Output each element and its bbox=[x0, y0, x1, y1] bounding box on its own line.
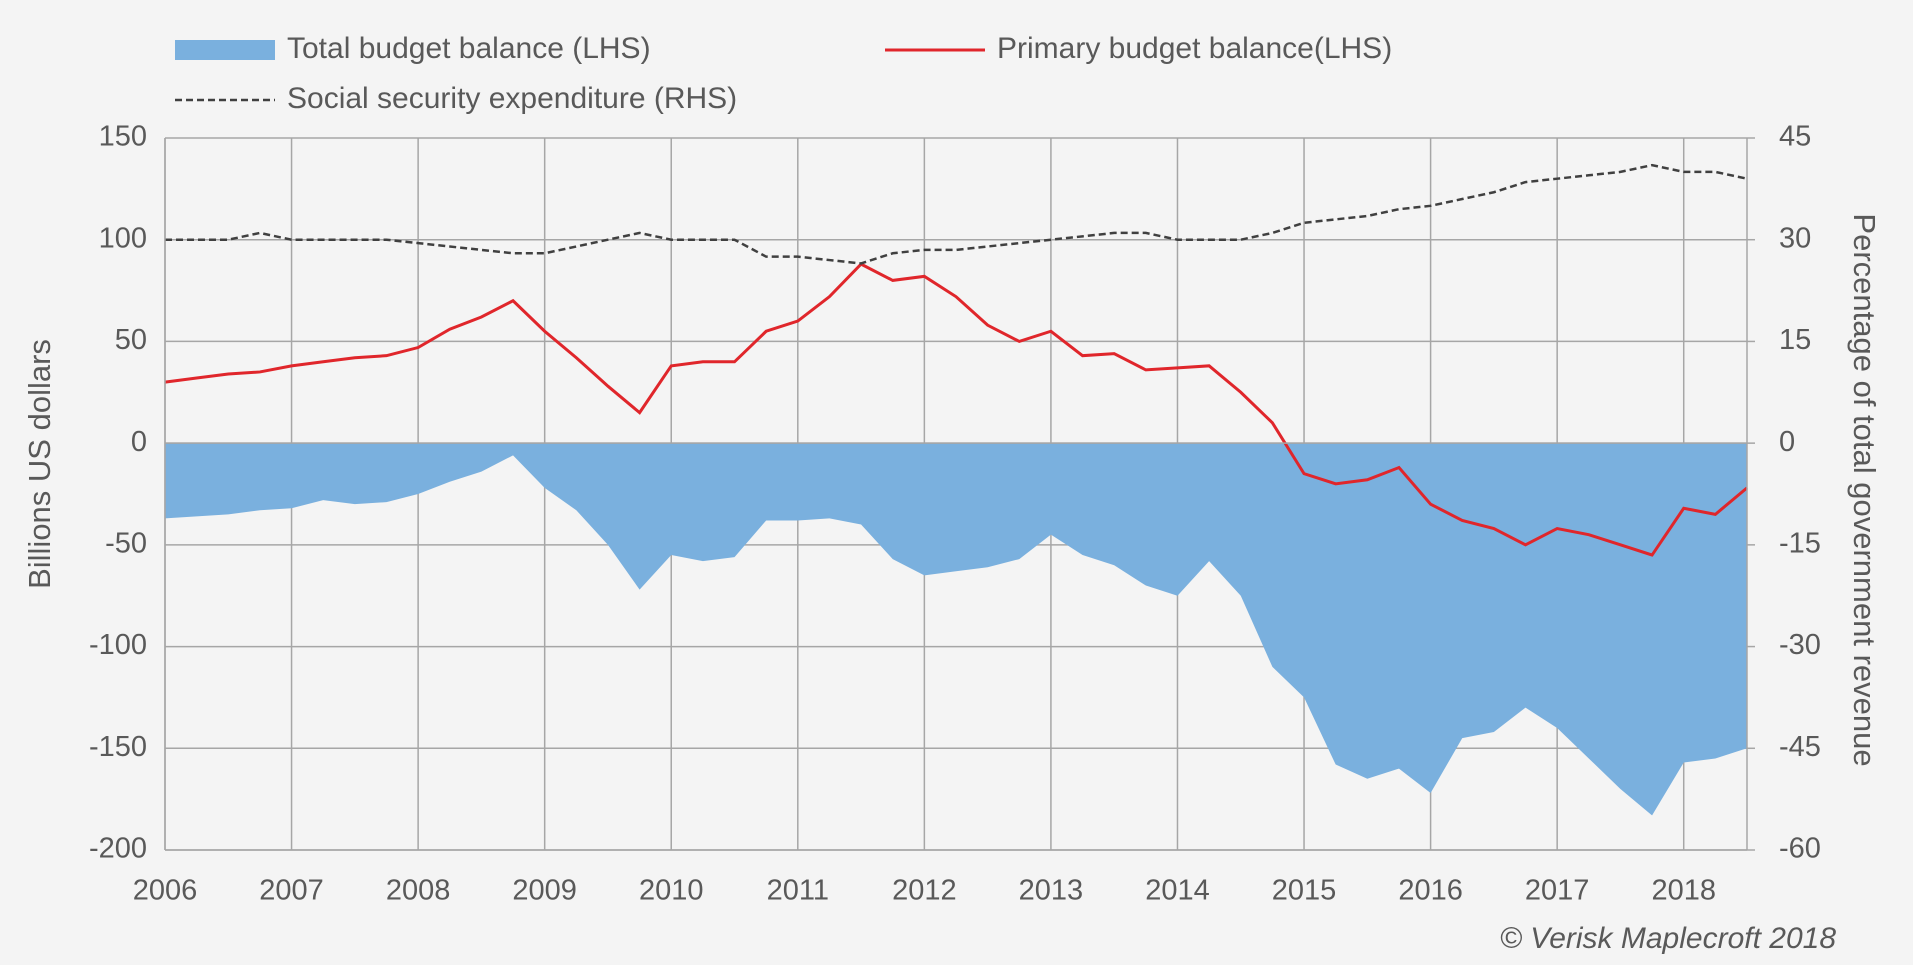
x-tick-label: 2014 bbox=[1145, 875, 1210, 907]
y-tick-label: 50 bbox=[115, 324, 147, 356]
x-tick-label: 2008 bbox=[386, 875, 451, 907]
x-tick-label: 2012 bbox=[892, 875, 957, 907]
y2-tick-label: -60 bbox=[1779, 833, 1821, 865]
x-tick-label: 2006 bbox=[133, 875, 198, 907]
copyright: © Verisk Maplecroft 2018 bbox=[1500, 922, 1836, 955]
y-axis-title: Billions US dollars bbox=[22, 339, 57, 589]
y2-tick-label: 30 bbox=[1779, 222, 1811, 254]
x-tick-label: 2017 bbox=[1525, 875, 1590, 907]
y-tick-label: 150 bbox=[99, 121, 147, 153]
line bbox=[165, 163, 1748, 265]
y2-tick-label: -30 bbox=[1779, 629, 1821, 661]
y-tick-label: 100 bbox=[99, 222, 147, 254]
y-tick-label: -100 bbox=[89, 629, 147, 661]
y-tick-label: -50 bbox=[105, 528, 147, 560]
plot-area bbox=[164, 163, 1748, 816]
x-tick-label: 2018 bbox=[1651, 875, 1716, 907]
x-tick-label: 2009 bbox=[512, 875, 577, 907]
x-tick-label: 2016 bbox=[1398, 875, 1463, 907]
area bbox=[165, 443, 1747, 816]
y2-axis-title: Percentage of total government revenue bbox=[1847, 213, 1882, 766]
x-tick-label: 2010 bbox=[639, 875, 704, 907]
y2-tick-label: -15 bbox=[1779, 528, 1821, 560]
legend-label: Total budget balance (LHS) bbox=[287, 32, 651, 65]
y-tick-label: -150 bbox=[89, 731, 147, 763]
x-tick-label: 2007 bbox=[259, 875, 324, 907]
y2-tick-label: -45 bbox=[1779, 731, 1821, 763]
y-tick-label: 0 bbox=[131, 426, 147, 458]
line bbox=[164, 262, 1748, 557]
y2-tick-label: 15 bbox=[1779, 324, 1811, 356]
x-tick-label: 2013 bbox=[1019, 875, 1084, 907]
x-tick-label: 2015 bbox=[1272, 875, 1337, 907]
legend-label: Social security expenditure (RHS) bbox=[287, 82, 737, 115]
legend-swatch bbox=[175, 40, 275, 60]
y2-tick-label: 0 bbox=[1779, 426, 1795, 458]
y2-tick-label: 45 bbox=[1779, 121, 1811, 153]
y-tick-label: -200 bbox=[89, 833, 147, 865]
x-tick-label: 2011 bbox=[767, 875, 829, 907]
axes: 150100500-50-100-150-2004530150-15-30-45… bbox=[89, 121, 1821, 907]
legend-label: Primary budget balance(LHS) bbox=[997, 32, 1392, 65]
